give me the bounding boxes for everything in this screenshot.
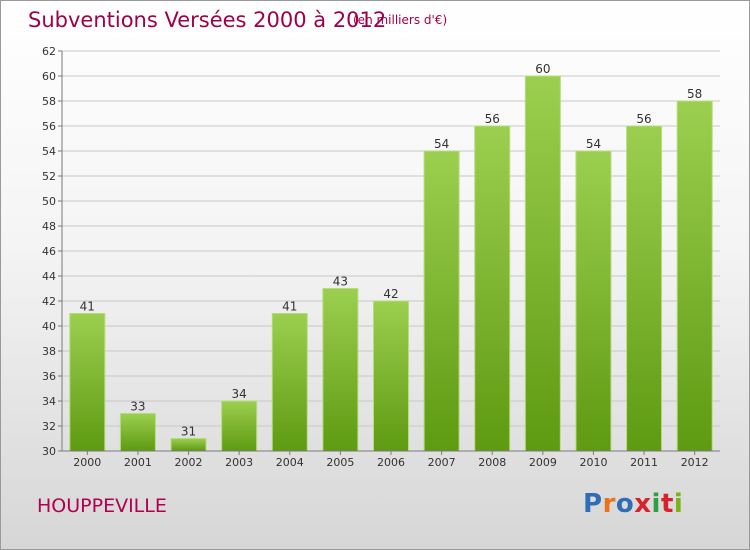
town-name: HOUPPEVILLE [37, 495, 167, 517]
logo-letter: t [661, 489, 674, 519]
y-tick-label: 44 [42, 270, 56, 283]
bar-2005 [323, 289, 358, 452]
y-tick-label: 62 [42, 45, 56, 58]
bar-2012 [677, 101, 712, 451]
data-label-2011: 56 [636, 112, 651, 126]
bars [70, 76, 712, 451]
proxiti-logo[interactable]: Proxiti [583, 489, 683, 519]
y-tick-label: 50 [42, 195, 56, 208]
bar-2000 [70, 314, 105, 452]
x-tick-label: 2002 [175, 456, 203, 469]
y-tick-label: 42 [42, 295, 56, 308]
x-tick-label: 2004 [276, 456, 304, 469]
bar-2009 [525, 76, 560, 451]
x-tick-label: 2008 [478, 456, 506, 469]
x-tick-label: 2006 [377, 456, 405, 469]
logo-letter: i [652, 489, 661, 519]
data-label-2000: 41 [80, 300, 95, 314]
bar-2010 [576, 151, 611, 451]
data-label-2008: 56 [485, 112, 500, 126]
x-tick-label: 2012 [681, 456, 709, 469]
y-tick-label: 40 [42, 320, 56, 333]
y-tick-label: 60 [42, 70, 56, 83]
x-tick-label: 2005 [326, 456, 354, 469]
y-tick-label: 46 [42, 245, 56, 258]
data-label-2006: 42 [383, 287, 398, 301]
x-tick-label: 2010 [579, 456, 607, 469]
x-tick-label: 2000 [73, 456, 101, 469]
logo-letter: i [674, 489, 683, 519]
bar-2002 [171, 439, 206, 452]
y-tick-label: 54 [42, 145, 56, 158]
bar-2008 [475, 126, 510, 451]
logo-letter: P [583, 489, 603, 519]
y-tick-label: 58 [42, 95, 56, 108]
y-tick-label: 30 [42, 445, 56, 458]
bar-2011 [627, 126, 662, 451]
data-label-2001: 33 [130, 400, 145, 414]
logo-letter: x [634, 489, 651, 519]
y-tick-label: 38 [42, 345, 56, 358]
logo-letter: o [616, 489, 634, 519]
x-tick-label: 2009 [529, 456, 557, 469]
y-tick-label: 56 [42, 120, 56, 133]
y-tick-label: 36 [42, 370, 56, 383]
x-tick-label: 2011 [630, 456, 658, 469]
x-tick-label: 2001 [124, 456, 152, 469]
logo-letter: r [603, 489, 616, 519]
data-label-2005: 43 [333, 275, 348, 289]
data-label-2007: 54 [434, 137, 449, 151]
data-label-2004: 41 [282, 300, 297, 314]
y-tick-label: 34 [42, 395, 56, 408]
bar-2007 [424, 151, 459, 451]
bar-2003 [222, 401, 257, 451]
data-label-2010: 54 [586, 137, 601, 151]
x-tick-label: 2007 [428, 456, 456, 469]
y-tick-label: 48 [42, 220, 56, 233]
y-tick-label: 52 [42, 170, 56, 183]
bar-2006 [374, 301, 409, 451]
y-tick-label: 32 [42, 420, 56, 433]
data-label-2009: 60 [535, 62, 550, 76]
data-label-2002: 31 [181, 425, 196, 439]
x-tick-label: 2003 [225, 456, 253, 469]
bar-2004 [272, 314, 307, 452]
data-label-2012: 58 [687, 87, 702, 101]
bar-2001 [120, 414, 155, 452]
data-label-2003: 34 [232, 387, 247, 401]
